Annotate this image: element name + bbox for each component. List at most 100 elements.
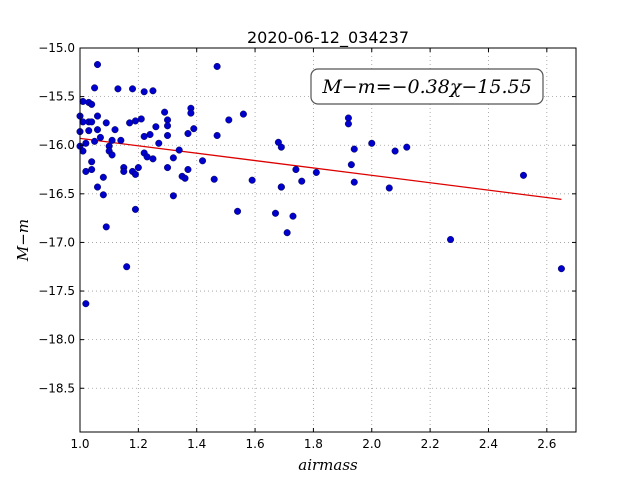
x-tick-label: 1.6 (246, 437, 265, 451)
data-point (292, 166, 300, 174)
data-point (190, 125, 198, 133)
data-point (184, 166, 192, 174)
data-point (108, 136, 116, 144)
x-axis-label: airmass (298, 456, 358, 474)
data-point (131, 117, 139, 125)
data-point (137, 115, 145, 123)
data-point (347, 161, 355, 169)
data-point (447, 236, 455, 244)
data-point (88, 166, 96, 174)
data-point (519, 171, 527, 179)
data-point (350, 145, 358, 153)
data-point (88, 100, 96, 108)
data-point (169, 192, 177, 200)
axis-ticks: 1.0 1.2 1.4 1.6 1.8 2.0 2.2 2.4 2.6 −15.0 −15.5 −16… (38, 41, 576, 451)
data-point (344, 120, 352, 128)
data-point (248, 176, 256, 184)
data-point (82, 167, 90, 175)
y-tick-label: −18.5 (38, 381, 75, 395)
data-point (283, 229, 291, 237)
y-tick-label: −15.5 (38, 90, 75, 104)
data-point (79, 147, 87, 155)
data-point (161, 108, 169, 116)
data-point (155, 139, 163, 147)
y-tick-label: −17.5 (38, 284, 75, 298)
data-point (225, 116, 233, 124)
data-point (88, 118, 96, 126)
data-point (164, 116, 172, 124)
y-tick-label: −16.0 (38, 138, 75, 152)
data-point (120, 167, 128, 175)
data-point (82, 139, 90, 147)
data-point (131, 205, 139, 213)
chart-title: 2020-06-12_034237 (247, 28, 409, 48)
data-point (239, 110, 247, 118)
data-point (143, 153, 151, 161)
data-point (164, 164, 172, 172)
data-points (76, 61, 565, 308)
data-point (277, 143, 285, 151)
data-point (140, 88, 148, 96)
data-point (91, 84, 99, 92)
data-point (210, 175, 218, 183)
data-point (385, 184, 393, 192)
data-point (140, 132, 148, 140)
x-tick-label: 2.2 (421, 437, 440, 451)
data-point (298, 177, 306, 185)
x-tick-label: 1.0 (70, 437, 89, 451)
data-point (149, 87, 157, 95)
y-tick-label: −17.0 (38, 235, 75, 249)
data-point (85, 127, 93, 135)
data-point (129, 85, 137, 93)
x-tick-label: 1.4 (187, 437, 206, 451)
data-point (368, 139, 376, 147)
data-point (213, 131, 221, 139)
grid-lines (79, 47, 576, 432)
data-point (271, 209, 279, 217)
fit-equation-text: M−m=−0.38χ−15.55 (321, 76, 531, 98)
data-point (187, 109, 195, 117)
x-tick-label: 2.4 (479, 437, 498, 451)
data-point (213, 62, 221, 70)
x-tick-label: 2.0 (362, 437, 381, 451)
data-point (403, 143, 411, 151)
data-point (94, 112, 102, 120)
data-point (94, 126, 102, 134)
data-point (149, 155, 157, 163)
data-point (108, 151, 116, 159)
data-point (102, 223, 110, 231)
y-tick-label: −16.5 (38, 187, 75, 201)
data-point (126, 119, 134, 127)
data-point (175, 146, 183, 154)
data-point (96, 133, 104, 141)
data-point (350, 178, 358, 186)
data-point (94, 61, 102, 69)
data-point (123, 263, 131, 271)
data-point (99, 173, 107, 181)
data-point (557, 265, 565, 273)
data-point (184, 130, 192, 138)
data-point (79, 97, 87, 105)
plot-frame (79, 47, 577, 433)
y-axis-label: M−m (14, 219, 32, 262)
data-point (94, 183, 102, 191)
data-point (181, 174, 189, 182)
data-point (91, 137, 99, 145)
data-point (391, 147, 399, 155)
data-point (199, 157, 207, 165)
data-point (146, 131, 154, 139)
data-point (79, 118, 87, 126)
data-point (164, 131, 172, 139)
data-point (114, 85, 122, 93)
data-point (234, 207, 242, 215)
data-point (289, 212, 297, 220)
x-tick-label: 2.6 (537, 437, 556, 451)
y-tick-label: −18.0 (38, 333, 75, 347)
x-tick-label: 1.8 (304, 437, 323, 451)
data-point (312, 168, 320, 176)
data-point (164, 122, 172, 130)
data-point (152, 123, 160, 131)
data-point (344, 114, 352, 122)
